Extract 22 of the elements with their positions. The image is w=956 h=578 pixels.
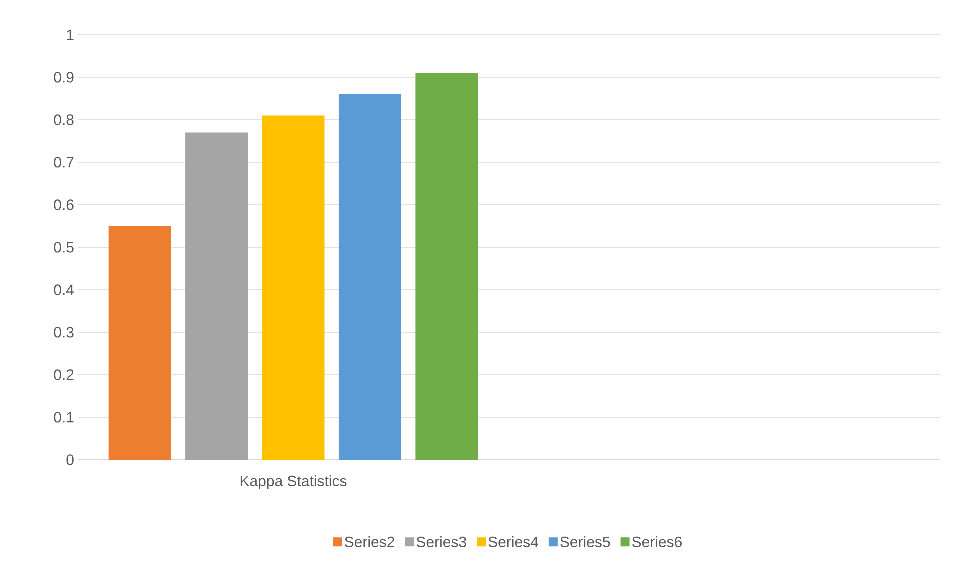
bar — [108, 226, 172, 460]
y-tick-label: 0.7 — [54, 157, 74, 168]
bar — [338, 94, 402, 460]
y-tick-label: 0.2 — [54, 370, 74, 380]
legend-label: Series5 — [560, 536, 610, 548]
bar — [186, 132, 248, 460]
y-tick-label: 0.8 — [54, 114, 74, 126]
y-tick-label: 0 — [66, 454, 74, 466]
y-tick-label: 0.3 — [54, 327, 74, 338]
y-tick-label: 1 — [67, 30, 74, 40]
y-tick-label: 0.1 — [54, 412, 74, 423]
y-tick-label: 0.5 — [54, 242, 74, 253]
y-tick-label: 0.9 — [54, 72, 74, 83]
bar — [262, 116, 325, 460]
bar — [416, 73, 478, 460]
legend-label: Series6 — [632, 536, 682, 548]
y-tick-label: 0.4 — [54, 284, 74, 296]
x-tick-label: Kappa Statistics — [240, 476, 347, 490]
y-tick-label: 0.6 — [54, 200, 74, 210]
legend-label: Series4 — [488, 536, 538, 548]
legend-label: Series3 — [416, 536, 466, 548]
legend-label: Series2 — [345, 536, 394, 548]
